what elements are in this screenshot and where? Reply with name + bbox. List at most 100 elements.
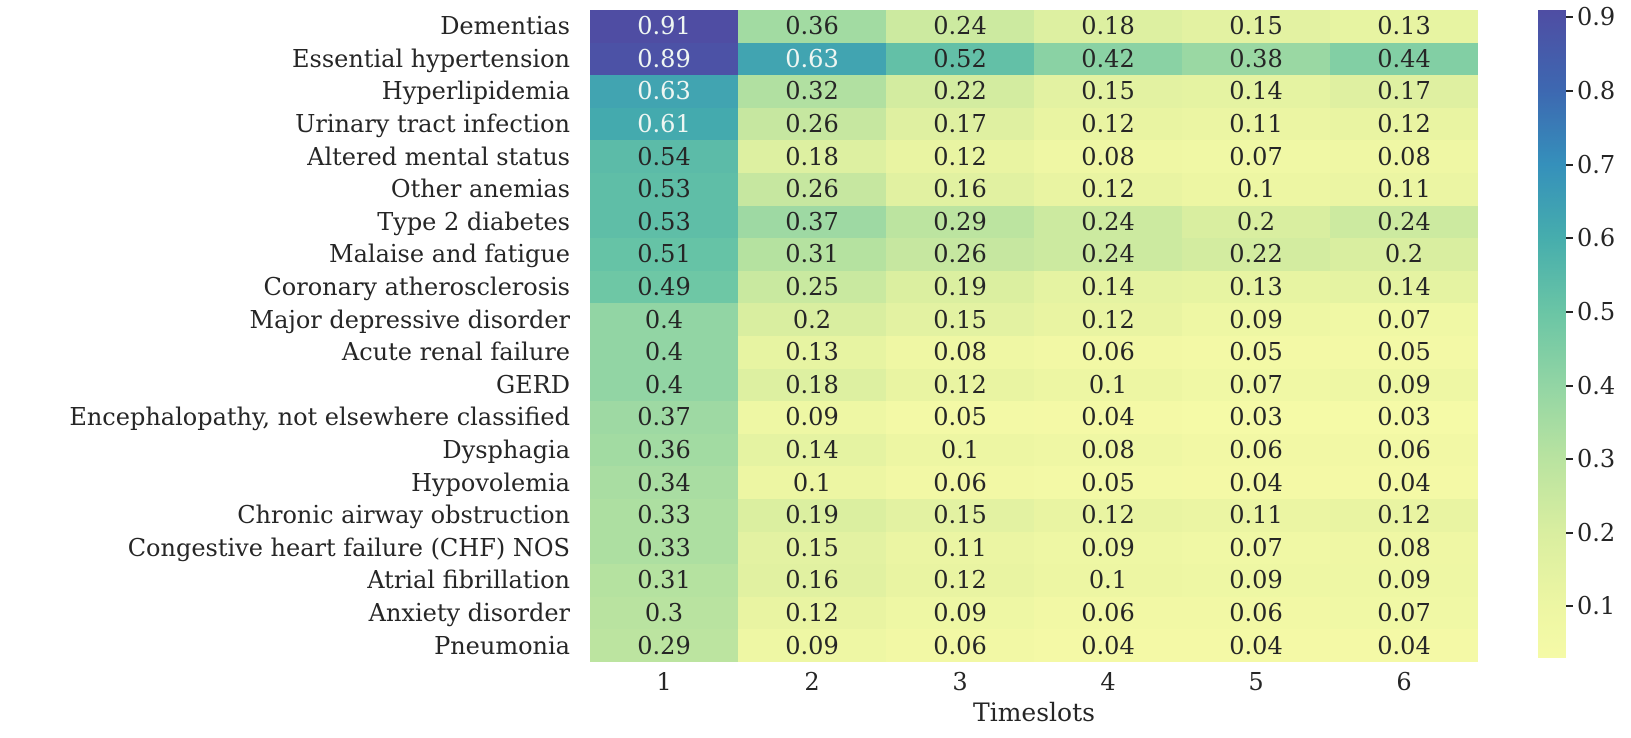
heatmap-cell: 0.08 (886, 335, 1034, 369)
heatmap-grid: 0.91 0.36 0.24 0.18 0.15 0.13 0.89 0.63 0.52 0.42… (590, 10, 1478, 662)
heatmap-cell: 0.08 (1034, 433, 1182, 467)
heatmap-cell: 0.05 (1182, 335, 1330, 369)
x-axis-ticks: 1 2 3 4 5 6 (590, 668, 1478, 696)
heatmap-cell: 0.12 (1034, 172, 1182, 206)
heatmap-cell: 0.03 (1330, 401, 1478, 434)
heatmap-cell: 0.1 (1034, 564, 1182, 597)
heatmap-cell: 0.12 (1034, 498, 1182, 532)
heatmap-cell: 0.15 (1182, 10, 1330, 43)
heatmap-cell: 0.17 (1330, 75, 1478, 108)
heatmap-cell: 0.05 (1034, 466, 1182, 499)
x-axis-tick-label: 1 (656, 668, 672, 696)
colorbar-tick-mark (1566, 16, 1573, 19)
colorbar-tick-label: 0.5 (1577, 297, 1616, 326)
heatmap-cell: 0.04 (1034, 629, 1182, 662)
x-axis-tick-label: 3 (952, 668, 968, 696)
heatmap-cell: 0.06 (1182, 596, 1330, 630)
y-axis-label: Anxiety disorder (368, 599, 570, 628)
heatmap-cell: 0.91 (590, 10, 738, 43)
heatmap-cell: 0.06 (886, 629, 1034, 662)
heatmap-cell: 0.09 (1330, 368, 1478, 402)
y-axis-label: Essential hypertension (291, 44, 570, 73)
heatmap-cell: 0.11 (886, 531, 1034, 565)
heatmap-cell: 0.1 (1034, 368, 1182, 402)
heatmap-cell: 0.1 (1182, 172, 1330, 206)
heatmap-cell: 0.24 (886, 10, 1034, 43)
heatmap-cell: 0.14 (1182, 75, 1330, 108)
heatmap-cell: 0.08 (1330, 531, 1478, 565)
heatmap-cell: 0.4 (590, 303, 738, 336)
heatmap-cell: 0.37 (590, 401, 738, 434)
y-axis-label: Encephalopathy, not elsewhere classified (69, 403, 570, 432)
y-axis-label: Type 2 diabetes (377, 207, 570, 236)
colorbar-tick-mark (1566, 458, 1573, 461)
heatmap-cell: 0.07 (1330, 596, 1478, 630)
heatmap-cell: 0.09 (1330, 564, 1478, 597)
heatmap-cell: 0.04 (1182, 629, 1330, 662)
colorbar-tick-label: 0.2 (1577, 518, 1616, 547)
heatmap-cell: 0.26 (738, 107, 886, 141)
heatmap-cell: 0.49 (590, 270, 738, 304)
heatmap-cell: 0.2 (738, 303, 886, 336)
x-axis-title: Timeslots (973, 698, 1095, 727)
heatmap-cell: 0.09 (1034, 531, 1182, 565)
heatmap-cell: 0.33 (590, 498, 738, 532)
y-axis-label: Dysphagia (442, 436, 570, 465)
heatmap-cell: 0.06 (886, 466, 1034, 499)
colorbar-tick-mark (1566, 237, 1573, 240)
heatmap-cell: 0.24 (1034, 205, 1182, 239)
heatmap-cell: 0.51 (590, 238, 738, 271)
heatmap-cell: 0.34 (590, 466, 738, 499)
heatmap-cell: 0.37 (738, 205, 886, 239)
y-axis-label: Urinary tract infection (295, 110, 570, 139)
x-axis-tick-label: 5 (1248, 668, 1264, 696)
heatmap-cell: 0.12 (886, 368, 1034, 402)
colorbar-tick-label: 0.8 (1577, 77, 1616, 105)
x-axis-tick-label: 4 (1100, 668, 1116, 696)
x-axis-tick-label: 2 (804, 668, 820, 696)
heatmap-cell: 0.09 (1182, 303, 1330, 336)
colorbar-tick: 0.4 (1566, 374, 1615, 398)
heatmap-cell: 0.3 (590, 596, 738, 630)
heatmap-cell: 0.15 (886, 303, 1034, 336)
y-axis-label: GERD (495, 370, 570, 399)
heatmap-cell: 0.09 (738, 629, 886, 662)
y-axis-label: Hyperlipidemia (381, 77, 570, 106)
heatmap-cell: 0.26 (886, 238, 1034, 271)
heatmap-cell: 0.2 (1182, 205, 1330, 239)
y-axis-label: Other anemias (390, 175, 570, 204)
heatmap-cell: 0.24 (1034, 238, 1182, 271)
heatmap-cell: 0.22 (886, 75, 1034, 108)
heatmap-cell: 0.24 (1330, 205, 1478, 239)
heatmap-cell: 0.63 (590, 75, 738, 108)
heatmap-cell: 0.13 (1330, 10, 1478, 43)
colorbar-tick: 0.2 (1566, 521, 1615, 545)
colorbar (1538, 10, 1566, 658)
heatmap-cell: 0.15 (738, 531, 886, 565)
heatmap-cell: 0.31 (738, 238, 886, 271)
heatmap-cell: 0.09 (886, 596, 1034, 630)
heatmap-cell: 0.89 (590, 42, 738, 76)
heatmap-cell: 0.12 (886, 140, 1034, 173)
y-axis-label: Acute renal failure (341, 338, 570, 367)
heatmap-cell: 0.4 (590, 368, 738, 402)
heatmap-cell: 0.32 (738, 75, 886, 108)
y-axis-label: Altered mental status (307, 142, 570, 171)
y-axis-label: Atrial fibrillation (367, 566, 570, 595)
heatmap-cell: 0.07 (1182, 531, 1330, 565)
heatmap-cell: 0.63 (738, 42, 886, 76)
heatmap-cell: 0.4 (590, 335, 738, 369)
colorbar-tick-mark (1566, 531, 1573, 534)
heatmap-cell: 0.14 (738, 433, 886, 467)
colorbar-tick-mark (1566, 384, 1573, 387)
heatmap-cell: 0.33 (590, 531, 738, 565)
colorbar-tick-label: 0.6 (1577, 224, 1616, 253)
heatmap-cell: 0.13 (1182, 270, 1330, 304)
heatmap-cell: 0.04 (1330, 629, 1478, 662)
colorbar-tick: 0.8 (1566, 79, 1615, 103)
heatmap-cell: 0.12 (1034, 107, 1182, 141)
heatmap-cell: 0.18 (1034, 10, 1182, 43)
heatmap-cell: 0.15 (886, 498, 1034, 532)
heatmap-cell: 0.09 (1182, 564, 1330, 597)
heatmap-cell: 0.08 (1330, 140, 1478, 173)
